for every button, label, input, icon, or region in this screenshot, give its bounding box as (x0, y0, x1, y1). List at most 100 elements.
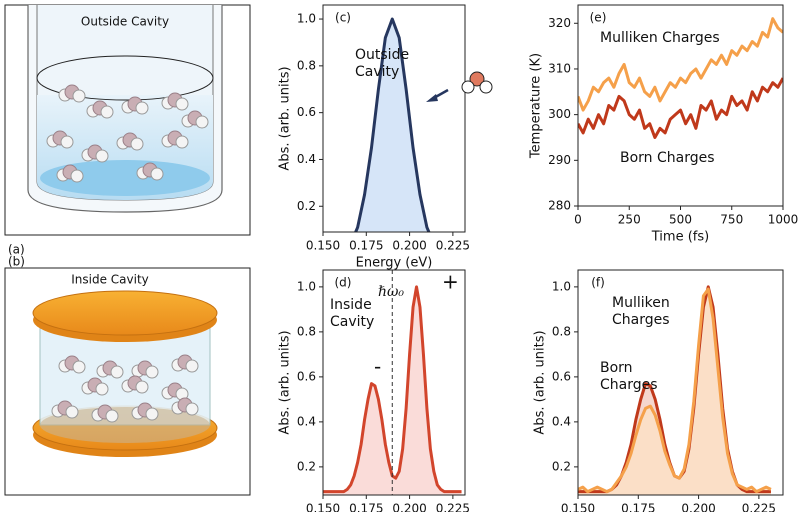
axes-frame (322, 269, 466, 496)
y-tick-label: 300 (548, 107, 571, 121)
atom-h (70, 169, 84, 183)
y-tick-label: 0.4 (297, 152, 316, 166)
annotation: ℏω₀ (378, 284, 404, 300)
atom-h (175, 135, 189, 149)
panel-label: (e) (590, 11, 607, 25)
panel-label: (b) (8, 255, 25, 269)
axes-frame (577, 269, 784, 496)
atom-o (469, 71, 485, 87)
atom-h (195, 115, 209, 129)
x-tick-label: 250 (618, 213, 641, 227)
atom-h (95, 382, 109, 396)
x-tick-label: 0.200 (392, 502, 426, 512)
plot-area (350, 17, 434, 232)
y-tick-label: 0.6 (297, 105, 316, 119)
series-label: Born (600, 360, 633, 376)
atom-h (145, 407, 159, 421)
line (354, 17, 431, 232)
annotation: Cavity (355, 64, 399, 80)
top-plate (32, 290, 218, 336)
atom-h (479, 80, 493, 94)
x-tick-label: 0 (574, 213, 582, 227)
panel-title: Inside Cavity (71, 273, 149, 287)
y-tick-label: 0.4 (552, 414, 571, 428)
series-label: Charges (600, 377, 658, 393)
y-tick-label: 0.8 (297, 58, 316, 72)
x-tick-label: 750 (720, 213, 743, 227)
x-tick-label: 0.150 (306, 502, 340, 512)
panel-label: (d) (335, 276, 352, 290)
atom-h (461, 80, 475, 94)
atom-h (100, 105, 114, 119)
atom-h (65, 405, 79, 419)
annotation: Outside (355, 47, 409, 63)
y-tick-label: 0.2 (297, 459, 316, 473)
water-bottom (40, 160, 210, 196)
y-tick-label: 0.4 (297, 414, 316, 428)
x-tick-label: 0.200 (392, 239, 426, 253)
y-tick-label: 1.0 (552, 279, 571, 293)
line (578, 287, 772, 494)
line (578, 17, 783, 112)
x-tick-label: 0.225 (742, 502, 776, 512)
y-axis-label: Abs. (arb. units) (278, 330, 293, 434)
y-axis-label: Abs. (arb. units) (278, 66, 293, 170)
annotation: Inside (330, 297, 372, 313)
axes-frame (322, 4, 466, 233)
x-tick-label: 0.225 (436, 502, 470, 512)
x-tick-label: 0.175 (621, 502, 655, 512)
atom-h (175, 97, 189, 111)
annotation: Cavity (330, 314, 374, 330)
y-tick-label: 290 (548, 153, 571, 167)
x-axis-label: Energy (eV) (356, 256, 433, 271)
atom-h (60, 135, 74, 149)
x-tick-label: 0.150 (306, 239, 340, 253)
y-tick-label: 0.6 (297, 369, 316, 383)
panel-label: (a) (8, 243, 25, 257)
atom-h (72, 89, 86, 103)
atom-h (185, 402, 199, 416)
x-tick-label: 500 (669, 213, 692, 227)
cavity-floor (40, 407, 210, 443)
y-tick-label: 320 (548, 16, 571, 30)
panel-label: (c) (335, 11, 351, 25)
y-tick-label: 0.8 (297, 324, 316, 338)
water-surface (36, 55, 214, 101)
area (350, 19, 434, 232)
x-axis-label: Time (fs) (651, 230, 709, 245)
series-label: Mulliken Charges (600, 30, 720, 46)
y-tick-label: 1.0 (297, 12, 316, 26)
plot-area (578, 17, 783, 139)
x-tick-label: 0.175 (349, 502, 383, 512)
y-tick-label: 0.6 (552, 369, 571, 383)
atom-h (105, 409, 119, 423)
x-tick-label: 0.150 (561, 502, 595, 512)
line (578, 77, 783, 139)
panel-a: Outside Cavity (4, 4, 251, 236)
arrow-head (426, 94, 438, 102)
atom-h (150, 167, 164, 181)
y-tick-label: 280 (548, 199, 571, 213)
area (323, 286, 462, 495)
x-tick-label: 0.225 (436, 239, 470, 253)
atom-h (72, 360, 86, 374)
y-tick-label: 0.2 (297, 199, 316, 213)
series-label: Mulliken (612, 295, 670, 311)
atom-h (130, 137, 144, 151)
x-tick-label: 0.200 (681, 502, 715, 512)
atom-h (95, 149, 109, 163)
y-tick-label: 1.0 (297, 279, 316, 293)
x-tick-label: 0.175 (349, 239, 383, 253)
y-tick-label: 0.2 (552, 459, 571, 473)
panel-title: Outside Cavity (81, 15, 169, 29)
y-tick-label: 310 (548, 61, 571, 75)
series-label: Born Charges (620, 150, 715, 166)
annotation: + (442, 270, 459, 294)
atom-h (110, 365, 124, 379)
plot-area (578, 285, 772, 495)
area (578, 289, 771, 495)
panel-label: (f) (591, 276, 605, 290)
plot-bg (323, 270, 465, 495)
plot-area (323, 270, 462, 495)
series-label: Charges (612, 312, 670, 328)
